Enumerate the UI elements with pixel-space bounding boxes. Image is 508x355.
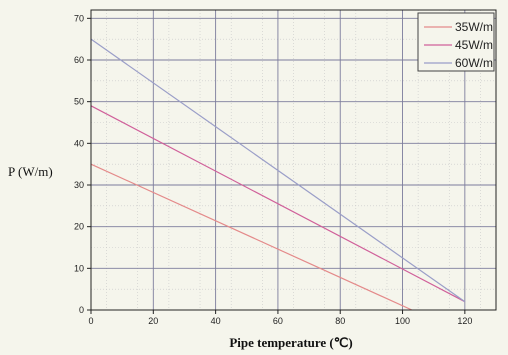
series-line-3 — [90, 38, 466, 303]
x-tick-label: 100 — [395, 316, 410, 326]
x-tick-label: 0 — [88, 316, 93, 326]
x-axis-label: Pipe temperature (℃) — [229, 335, 352, 350]
legend: 35W/m 45W/m 60W/m — [417, 12, 495, 72]
legend-label-2: 45W/m — [455, 38, 493, 52]
x-tick-label: 60 — [273, 316, 283, 326]
series-line-2 — [90, 105, 466, 303]
x-tick-label: 80 — [335, 316, 345, 326]
series-line-1 — [90, 163, 413, 311]
y-tick-label: 50 — [74, 97, 84, 107]
y-tick-label: 40 — [74, 138, 84, 148]
plot-frame — [90, 9, 497, 311]
legend-label-3: 60W/m — [455, 56, 493, 70]
axis-ticks: 0 20 40 60 80 100 120 0 10 20 30 40 50 60 70 — [74, 13, 472, 326]
x-tick-label: 40 — [211, 316, 221, 326]
y-tick-label: 30 — [74, 180, 84, 190]
x-tick-label: 20 — [148, 316, 158, 326]
y-tick-label: 60 — [74, 55, 84, 65]
y-tick-label: 0 — [79, 305, 84, 315]
y-tick-label: 70 — [74, 13, 84, 23]
legend-label-1: 35W/m — [455, 20, 493, 34]
y-axis-label: P (W/m) — [8, 164, 53, 179]
series-lines — [90, 38, 466, 311]
legend-box — [417, 12, 495, 72]
y-tick-label: 20 — [74, 222, 84, 232]
y-tick-label: 10 — [74, 263, 84, 273]
x-tick-label: 120 — [457, 316, 472, 326]
